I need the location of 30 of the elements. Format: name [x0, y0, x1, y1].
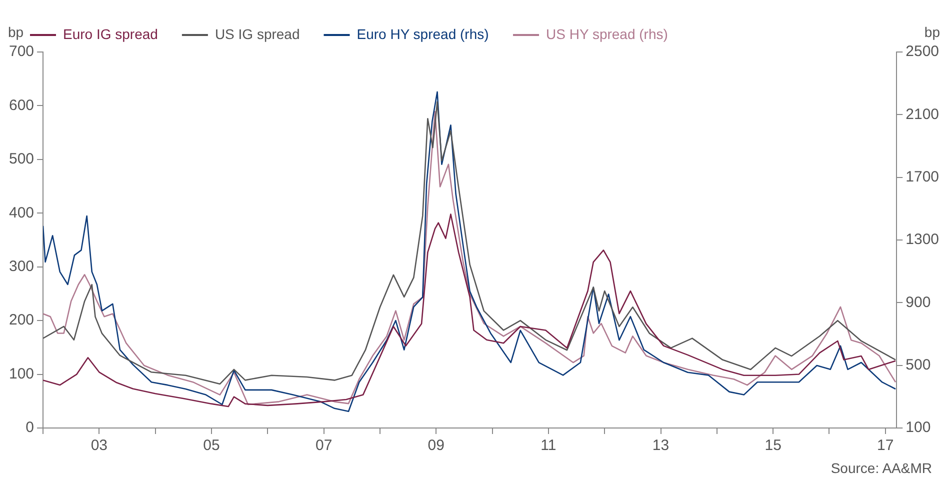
x-tick-label: 11: [540, 437, 556, 454]
y2-tick-label: 500: [906, 356, 931, 374]
y2-tick-label: 1700: [906, 168, 940, 186]
legend-label: Euro IG spread: [63, 26, 158, 42]
y-tick-label: 600: [8, 96, 34, 114]
y-axis-title: bp: [8, 24, 24, 40]
x-tick-label: 17: [877, 437, 894, 454]
y-tick-label: 300: [8, 258, 34, 275]
y-tick-label: 100: [8, 365, 34, 382]
source-note: Source: AA&MR: [830, 460, 932, 476]
x-tick-label: 05: [203, 437, 220, 454]
y2-tick-label: 900: [906, 294, 931, 311]
y-tick-label: 200: [8, 312, 34, 329]
legend-label: US HY spread (rhs): [546, 26, 668, 42]
x-tick-label: 13: [652, 437, 670, 454]
y-tick-label: 400: [8, 204, 34, 222]
legend-label: Euro HY spread (rhs): [356, 26, 489, 42]
x-tick-label: 09: [428, 437, 444, 454]
x-tick-label: 03: [90, 437, 108, 454]
y-tick-label: 700: [8, 43, 34, 60]
x-tick-label: 15: [764, 437, 782, 454]
y2-axis-title: bp: [924, 24, 940, 40]
y2-tick-label: 2100: [906, 106, 940, 123]
legend-label: US IG spread: [214, 26, 300, 42]
y2-tick-label: 100: [906, 419, 931, 436]
x-tick-label: 07: [315, 437, 332, 454]
y-tick-label: 500: [8, 150, 34, 168]
y2-tick-label: 1300: [906, 231, 940, 248]
y-tick-label: 0: [26, 419, 34, 436]
y2-tick-label: 2500: [906, 43, 940, 60]
